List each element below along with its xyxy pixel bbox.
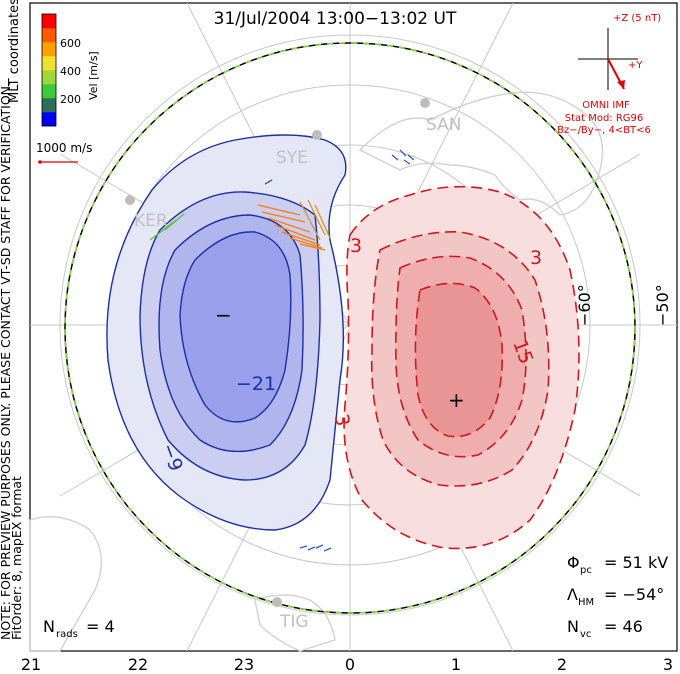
colorbar-tick: 400 <box>60 65 81 78</box>
vector-single <box>264 179 273 185</box>
stat-phi-value: = 51 kV <box>604 553 668 572</box>
station-label-tig: TIG <box>279 612 309 632</box>
stat-nrads-symbol: N <box>43 617 55 636</box>
map-title: 31/Jul/2004 13:00−13:02 UT <box>214 9 457 29</box>
station-label-san: SAN <box>426 115 461 135</box>
hm-boundary-green <box>64 42 636 614</box>
colorbar-cell <box>42 56 56 71</box>
mlt-axis: 21 22 23 0 1 2 3 <box>21 655 673 674</box>
stat-nvc-symbol: N <box>567 617 579 636</box>
stat-nrads-value: = 4 <box>86 617 115 636</box>
stat-nrads-sub: rads <box>56 629 78 640</box>
coastline-antarctica <box>358 91 604 216</box>
station-dot-sye <box>312 130 322 140</box>
mlt-tick: 0 <box>345 655 355 674</box>
velocity-vectors <box>149 149 415 552</box>
imf-model: Stat Mod: RG96 <box>565 113 644 124</box>
coords-label: MLT coordinates <box>7 0 22 103</box>
potential-min-marker: − <box>215 303 232 327</box>
contour-label-neg: −21 <box>236 373 276 395</box>
vector-cluster-sye <box>257 204 326 251</box>
imf-by-label: +Y <box>628 60 643 71</box>
stat-lambda-value: = −54° <box>604 585 664 604</box>
colorbar-tick: 600 <box>60 37 81 50</box>
positive-cell <box>343 185 580 550</box>
colorbar-cell <box>42 14 56 29</box>
station-dot-ker <box>125 195 135 205</box>
latitude-label: −60° <box>575 284 594 326</box>
fit-order-note: FitOrder: 8, mapEX format <box>9 476 24 640</box>
contour-label-pos: 3 <box>350 235 362 257</box>
colorbar-cell <box>42 98 56 113</box>
mlt-tick: 2 <box>557 655 567 674</box>
latitude-label: −50° <box>653 284 672 326</box>
mlt-tick: 22 <box>128 655 148 674</box>
mlt-tick: 1 <box>451 655 461 674</box>
mlt-tick: 21 <box>21 655 41 674</box>
coastlines <box>29 91 604 652</box>
colorbar-cell <box>42 28 56 43</box>
station-markers <box>125 98 430 607</box>
stat-phi-sub: pc <box>580 565 592 576</box>
colorbar-cell <box>42 70 56 85</box>
scale-vector-dot <box>38 160 42 164</box>
colorbar-cell <box>42 42 56 57</box>
mlt-tick: 3 <box>663 655 673 674</box>
station-label-ker: KER <box>134 211 168 231</box>
velocity-colorbar: 600 400 200 Vel [m/s] <box>41 13 100 127</box>
contour-label-pos: 3 <box>330 412 354 428</box>
imf-clock: +Z (5 nT) +Y OMNI IMF Stat Mod: RG96 Bz−… <box>557 13 661 136</box>
imf-vector-head <box>617 80 625 89</box>
station-dot-san <box>420 98 430 108</box>
station-dot-tig <box>272 597 282 607</box>
vector-cluster-ker <box>149 213 185 241</box>
colorbar-frame <box>41 13 57 127</box>
vector-cluster-sye2 <box>299 199 331 241</box>
stats-block: Φ pc = 51 kV Λ HM = −54° N vc = 46 N rad… <box>43 553 668 640</box>
stat-lambda-symbol: Λ <box>567 585 578 604</box>
potential-max-marker: + <box>448 388 465 412</box>
contour-label-pos: 3 <box>530 247 542 269</box>
mlt-tick: 23 <box>234 655 254 674</box>
station-label-sye: SYE <box>276 148 308 168</box>
vector-cluster-san <box>391 149 415 165</box>
stat-lambda-sub: HM <box>578 597 594 608</box>
coastline-west <box>29 515 103 652</box>
contour-neg-4 <box>179 231 292 423</box>
imf-condition: Bz−/By−, 4<BT<6 <box>557 125 651 136</box>
stat-phi-symbol: Φ <box>567 553 580 572</box>
preview-note: NOTE: FOR PREVIEW PURPOSES ONLY. PLEASE … <box>0 82 13 640</box>
imf-source: OMNI IMF <box>582 100 630 111</box>
colorbar-tick: 200 <box>60 93 81 106</box>
contour-pos-4 <box>414 282 504 438</box>
vector-cluster-south <box>299 544 332 552</box>
colorbar-cell <box>42 84 56 99</box>
colorbar-unit-label: Vel [m/s] <box>87 51 100 100</box>
coastline-south <box>254 594 336 652</box>
scale-vector-label: 1000 m/s <box>36 141 92 155</box>
colorbar-cell <box>42 112 56 127</box>
imf-bz-label: +Z (5 nT) <box>613 13 661 24</box>
stat-nvc-sub: vc <box>580 629 591 640</box>
stat-nvc-value: = 46 <box>604 617 643 636</box>
